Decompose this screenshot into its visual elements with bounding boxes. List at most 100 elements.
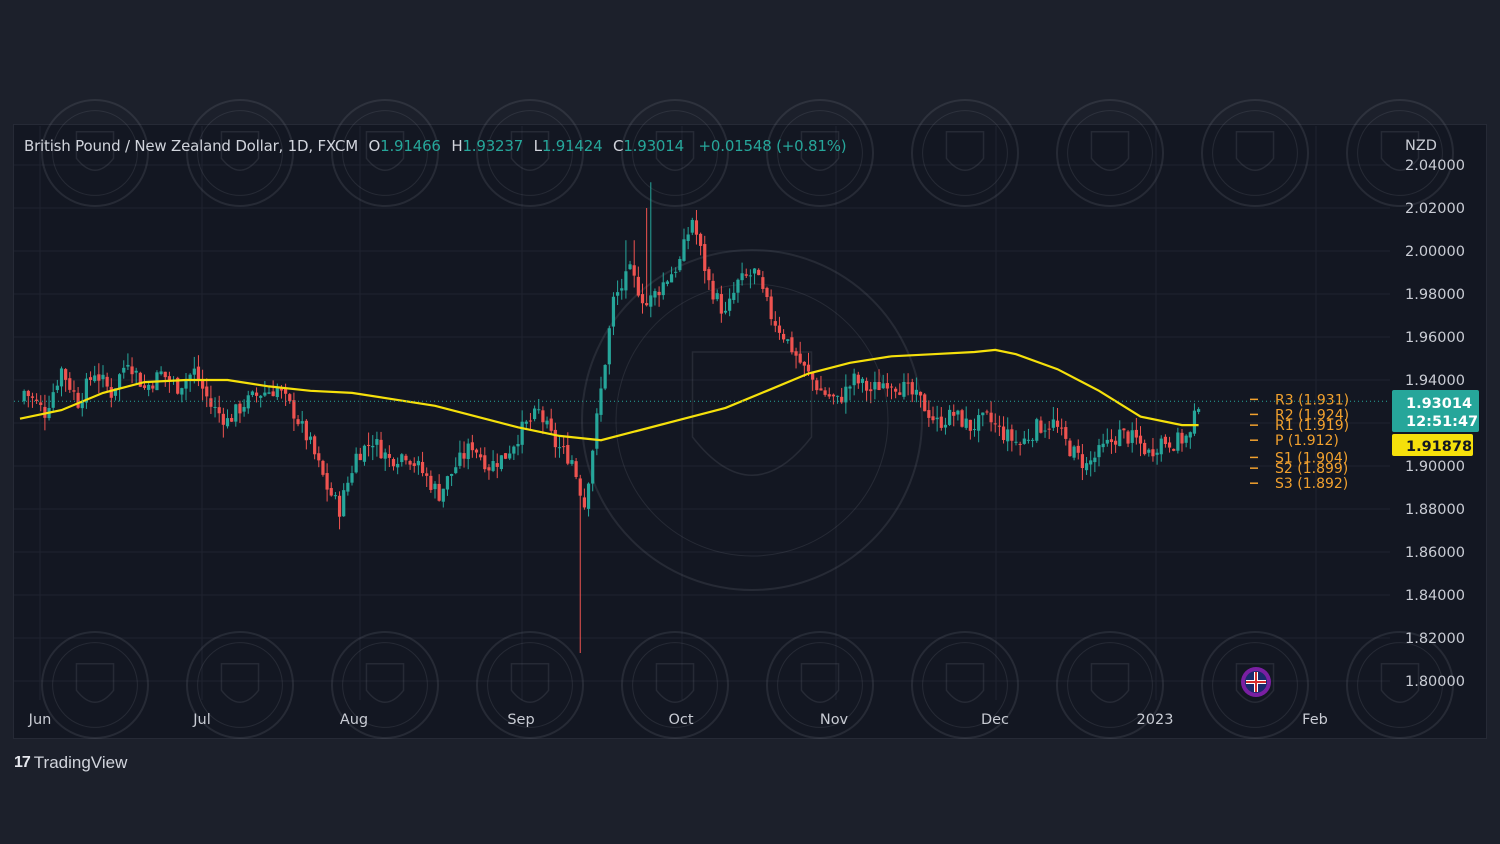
candle xyxy=(259,395,263,408)
price-tick-label: 1.98000 xyxy=(1405,287,1465,303)
price-tick-label: 1.94000 xyxy=(1405,373,1465,389)
candle xyxy=(794,347,798,369)
candle xyxy=(479,447,483,461)
tradingview-brand[interactable]: 17 TradingView xyxy=(14,752,127,774)
candle xyxy=(288,393,292,404)
candle xyxy=(1184,434,1188,448)
price-tags: 1.93014 12:51:47 1.91878 xyxy=(1392,390,1479,456)
pivot-points: R3 (1.931)R2 (1.924)R1 (1.919)P (1.912)S… xyxy=(1250,392,1349,492)
candle xyxy=(317,446,321,468)
candle xyxy=(151,382,155,393)
pivot-level: S1 (1.904) xyxy=(1250,450,1348,466)
candle xyxy=(533,405,537,422)
candle xyxy=(985,409,989,415)
candle xyxy=(586,482,591,517)
low-value: 1.91424 xyxy=(541,137,603,155)
high-value: 1.93237 xyxy=(462,137,524,155)
candle xyxy=(59,366,64,397)
candle xyxy=(835,395,840,404)
candle xyxy=(740,262,744,286)
candle xyxy=(101,365,105,388)
candle xyxy=(396,457,400,475)
candle xyxy=(1172,448,1176,452)
candle xyxy=(1143,439,1147,456)
candle xyxy=(591,449,595,492)
candle xyxy=(694,209,699,245)
candle xyxy=(296,415,300,427)
candle xyxy=(437,474,441,502)
candle xyxy=(885,373,889,397)
candle xyxy=(703,235,707,284)
candle xyxy=(1134,417,1138,445)
candle xyxy=(765,286,769,302)
candle xyxy=(1010,424,1014,452)
candle xyxy=(93,365,97,383)
candle xyxy=(400,453,404,467)
pivot-label: P (1.912) xyxy=(1275,433,1339,449)
candle xyxy=(977,408,981,443)
candle xyxy=(325,463,329,502)
candle xyxy=(811,371,815,391)
candle xyxy=(1126,429,1130,448)
candle xyxy=(562,437,566,454)
pivot-level: R3 (1.931) xyxy=(1250,392,1349,408)
candle xyxy=(379,431,383,459)
candle xyxy=(723,301,728,315)
time-axis[interactable]: Jun Jul Aug Sep Oct Nov Dec 2023 Feb xyxy=(28,712,1328,728)
candle xyxy=(948,405,952,427)
candle xyxy=(375,431,379,457)
candle xyxy=(952,404,956,427)
close-label: C xyxy=(613,137,624,155)
candle xyxy=(889,383,894,400)
candle xyxy=(1197,407,1201,415)
chart-frame[interactable] xyxy=(13,124,1487,739)
candle xyxy=(329,482,333,497)
price-tick-label: 1.80000 xyxy=(1405,674,1465,690)
price-tick-label: 1.84000 xyxy=(1405,588,1465,604)
candle xyxy=(80,392,84,417)
watermark-seal xyxy=(1201,631,1309,739)
watermark xyxy=(41,99,1454,739)
uk-flag-icon[interactable] xyxy=(1241,667,1271,697)
candle xyxy=(408,459,412,470)
candle xyxy=(715,289,719,302)
candle xyxy=(163,371,167,387)
symbol-legend[interactable]: British Pound / New Zealand Dollar, 1D, … xyxy=(24,137,847,157)
candle xyxy=(483,447,487,473)
candle xyxy=(549,408,553,434)
candle xyxy=(462,441,466,468)
candle xyxy=(1001,416,1006,444)
candle xyxy=(728,288,732,317)
candle xyxy=(1039,416,1043,434)
candle xyxy=(939,407,943,431)
brand-name: TradingView xyxy=(33,753,128,772)
candle xyxy=(524,419,528,429)
candle xyxy=(806,352,811,377)
price-tick-label: 1.90000 xyxy=(1405,459,1465,475)
candle xyxy=(520,410,524,454)
candle xyxy=(1192,403,1197,437)
candle xyxy=(736,278,740,303)
candle xyxy=(657,286,661,307)
candle xyxy=(993,413,997,433)
price-axis[interactable]: NZD 2.04000 2.02000 2.00000 1.98000 1.96000 1… xyxy=(1405,138,1465,690)
close-value: 1.93014 xyxy=(623,137,684,155)
candle xyxy=(433,481,437,499)
watermark-seal xyxy=(911,631,1019,739)
candle xyxy=(367,432,371,457)
candle xyxy=(1180,428,1184,452)
candle xyxy=(910,378,914,403)
candle xyxy=(134,367,138,384)
candle xyxy=(391,457,396,471)
watermark-seal xyxy=(476,99,584,207)
last-price-tag: 1.93014 12:51:47 xyxy=(1392,390,1479,432)
candle xyxy=(877,369,881,391)
time-tick-label: Feb xyxy=(1302,712,1328,728)
candle xyxy=(711,273,715,304)
candle xyxy=(1093,451,1097,473)
candle xyxy=(105,372,109,392)
candle xyxy=(342,483,346,517)
time-tick-label: Aug xyxy=(340,712,368,728)
time-tick-label: Jun xyxy=(28,712,52,728)
